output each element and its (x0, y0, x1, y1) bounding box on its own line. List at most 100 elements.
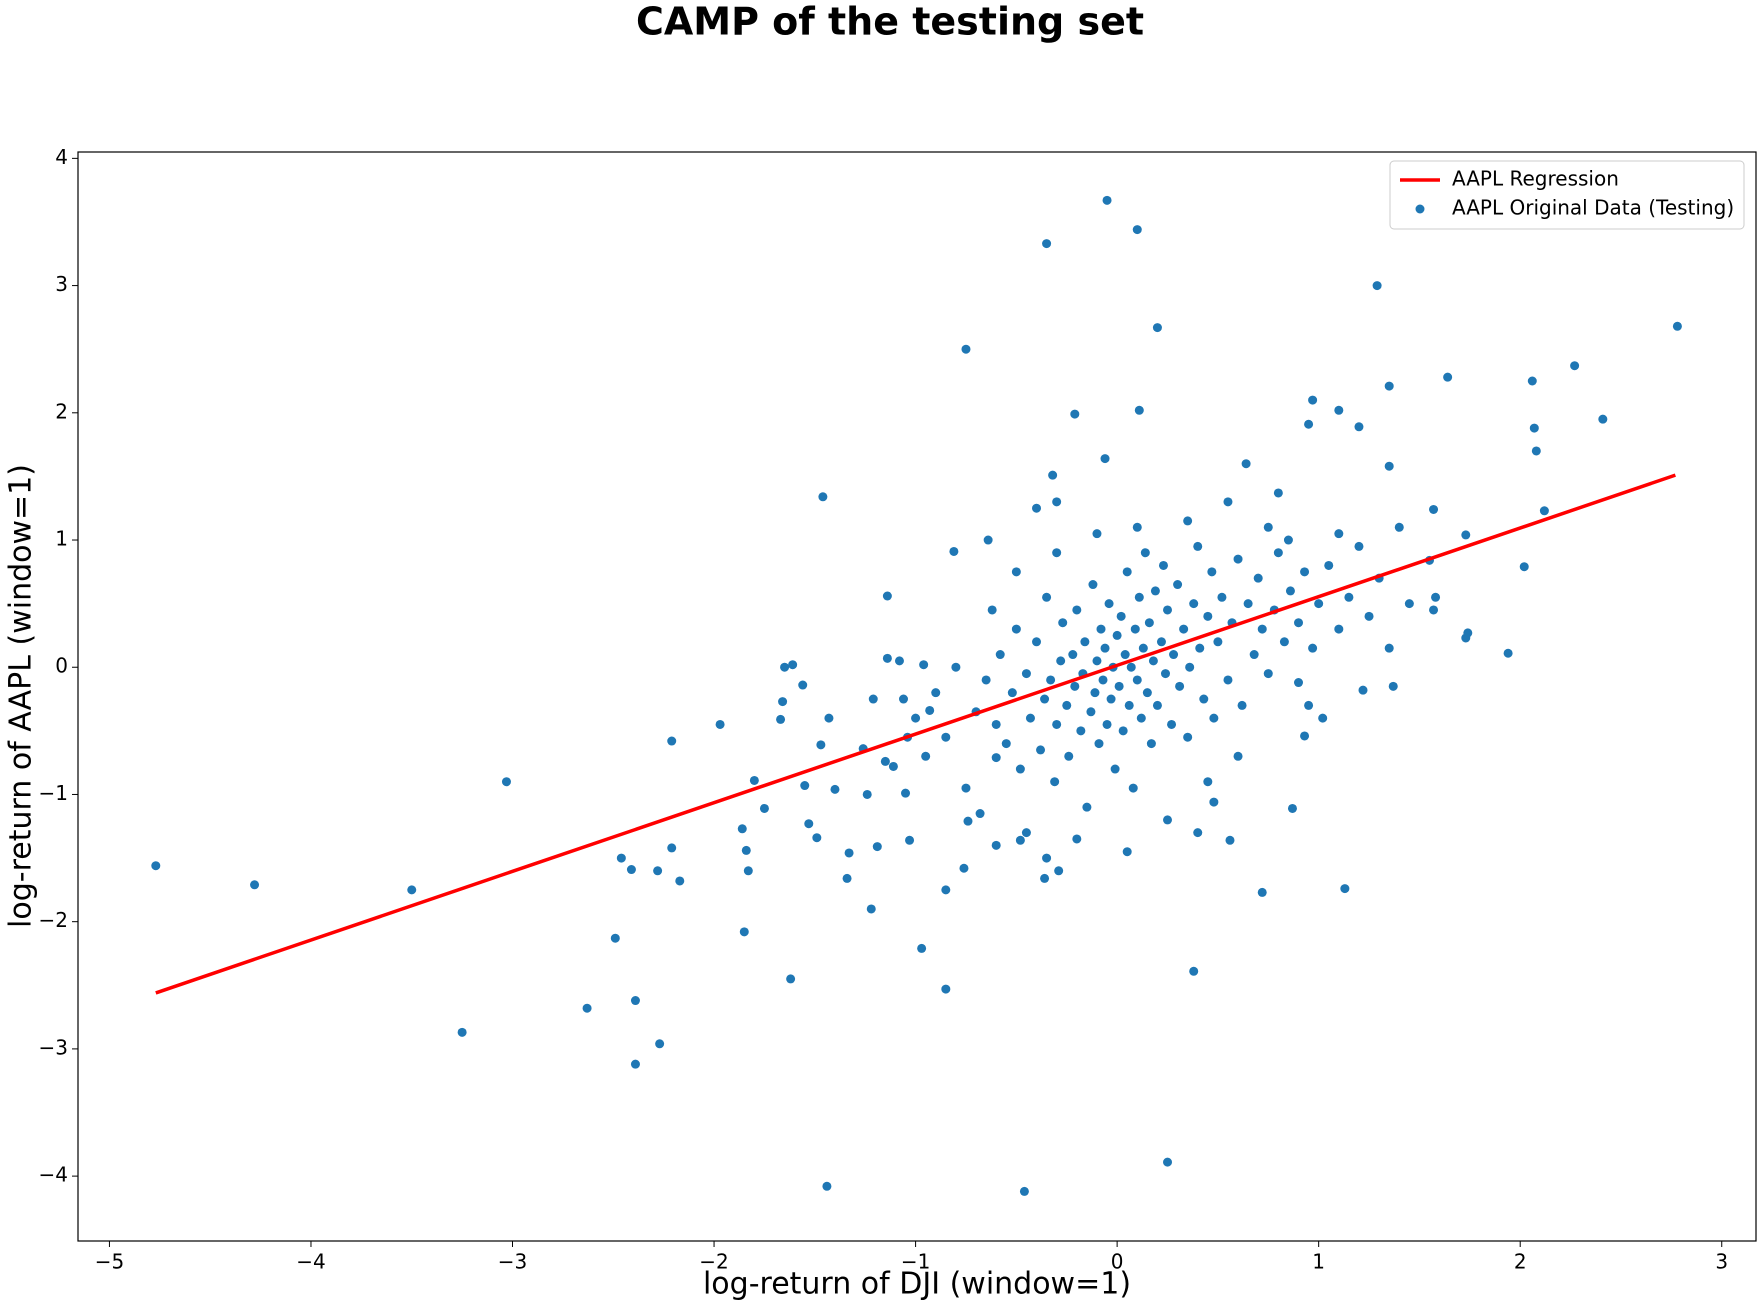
data-point (894, 656, 904, 666)
data-point (931, 688, 941, 698)
data-point (1304, 700, 1314, 710)
data-point (582, 1003, 592, 1013)
data-point (961, 783, 971, 793)
data-point (1011, 624, 1021, 634)
y-axis-label: log-return of AAPL (window=1) (4, 464, 39, 928)
x-tick-label: −3 (498, 1250, 527, 1274)
legend-box (1389, 160, 1745, 230)
data-point (1052, 497, 1062, 507)
data-point (1167, 719, 1177, 729)
data-point (1015, 835, 1025, 845)
data-point (1283, 535, 1293, 545)
data-point (1300, 567, 1310, 577)
data-point (1042, 592, 1052, 602)
data-point (1128, 783, 1138, 793)
data-point (800, 781, 810, 791)
data-point (1443, 372, 1453, 382)
data-point (1082, 802, 1092, 812)
data-point (1340, 884, 1350, 894)
data-point (1163, 1157, 1173, 1167)
data-point (816, 740, 826, 750)
data-point (866, 904, 876, 914)
data-point (1354, 422, 1364, 432)
y-tick-label: 1 (55, 527, 68, 551)
data-point (991, 840, 1001, 850)
data-point (1388, 681, 1398, 691)
data-point (1287, 803, 1297, 813)
data-point (1314, 599, 1324, 609)
y-tick-label: −2 (39, 908, 68, 932)
data-point (1334, 529, 1344, 539)
data-point (925, 705, 935, 715)
data-point (1209, 713, 1219, 723)
data-point (501, 777, 511, 787)
data-point (1116, 611, 1126, 621)
data-point (1519, 562, 1529, 572)
data-point (1463, 628, 1473, 638)
data-point (901, 788, 911, 798)
data-point (1672, 321, 1682, 331)
data-point (1384, 381, 1394, 391)
data-point (1308, 395, 1318, 405)
data-point (1253, 573, 1263, 583)
data-point (1279, 637, 1289, 647)
data-point (737, 824, 747, 834)
data-point (1001, 739, 1011, 749)
data-point (1100, 643, 1110, 653)
data-point (1048, 470, 1058, 480)
data-point (1173, 580, 1183, 590)
data-point (995, 650, 1005, 660)
data-point (1042, 853, 1052, 863)
data-point (675, 876, 685, 886)
data-point (1570, 361, 1580, 371)
data-point (1304, 419, 1314, 429)
data-point (981, 675, 991, 685)
data-point (1158, 560, 1168, 570)
data-point (1503, 648, 1513, 658)
data-point (1243, 599, 1253, 609)
data-point (776, 714, 786, 724)
data-point (818, 492, 828, 502)
data-point (1189, 966, 1199, 976)
data-point (844, 848, 854, 858)
y-tick-label: 2 (55, 399, 68, 423)
data-point (1241, 459, 1251, 469)
data-point (1104, 599, 1114, 609)
data-point (1021, 828, 1031, 838)
data-point (842, 873, 852, 883)
plot-frame (77, 151, 1757, 1242)
data-point (1062, 700, 1072, 710)
data-point (1098, 675, 1108, 685)
data-point (1217, 592, 1227, 602)
data-point (1011, 567, 1021, 577)
data-point (1263, 522, 1273, 532)
data-point (1461, 530, 1471, 540)
data-point (951, 662, 961, 672)
data-point (1203, 777, 1213, 787)
data-point (1142, 688, 1152, 698)
data-point (1193, 828, 1203, 838)
data-point (667, 736, 677, 746)
data-point (1324, 560, 1334, 570)
data-point (778, 697, 788, 707)
data-point (1021, 669, 1031, 679)
data-point (888, 761, 898, 771)
data-point (1372, 281, 1382, 291)
data-point (1539, 506, 1549, 516)
data-point (949, 546, 959, 556)
data-point (1134, 405, 1144, 415)
data-point (1036, 745, 1046, 755)
y-tick-label: 4 (55, 145, 68, 169)
data-point (1052, 548, 1062, 558)
data-point (1364, 611, 1374, 621)
data-point (1114, 681, 1124, 691)
data-point (715, 719, 725, 729)
data-point (1058, 618, 1068, 628)
data-point (1156, 637, 1166, 647)
data-point (1015, 764, 1025, 774)
data-point (626, 865, 636, 875)
data-point (759, 803, 769, 813)
legend-swatch (1415, 204, 1425, 214)
data-point (1394, 522, 1404, 532)
x-tick-label: −5 (95, 1250, 124, 1274)
